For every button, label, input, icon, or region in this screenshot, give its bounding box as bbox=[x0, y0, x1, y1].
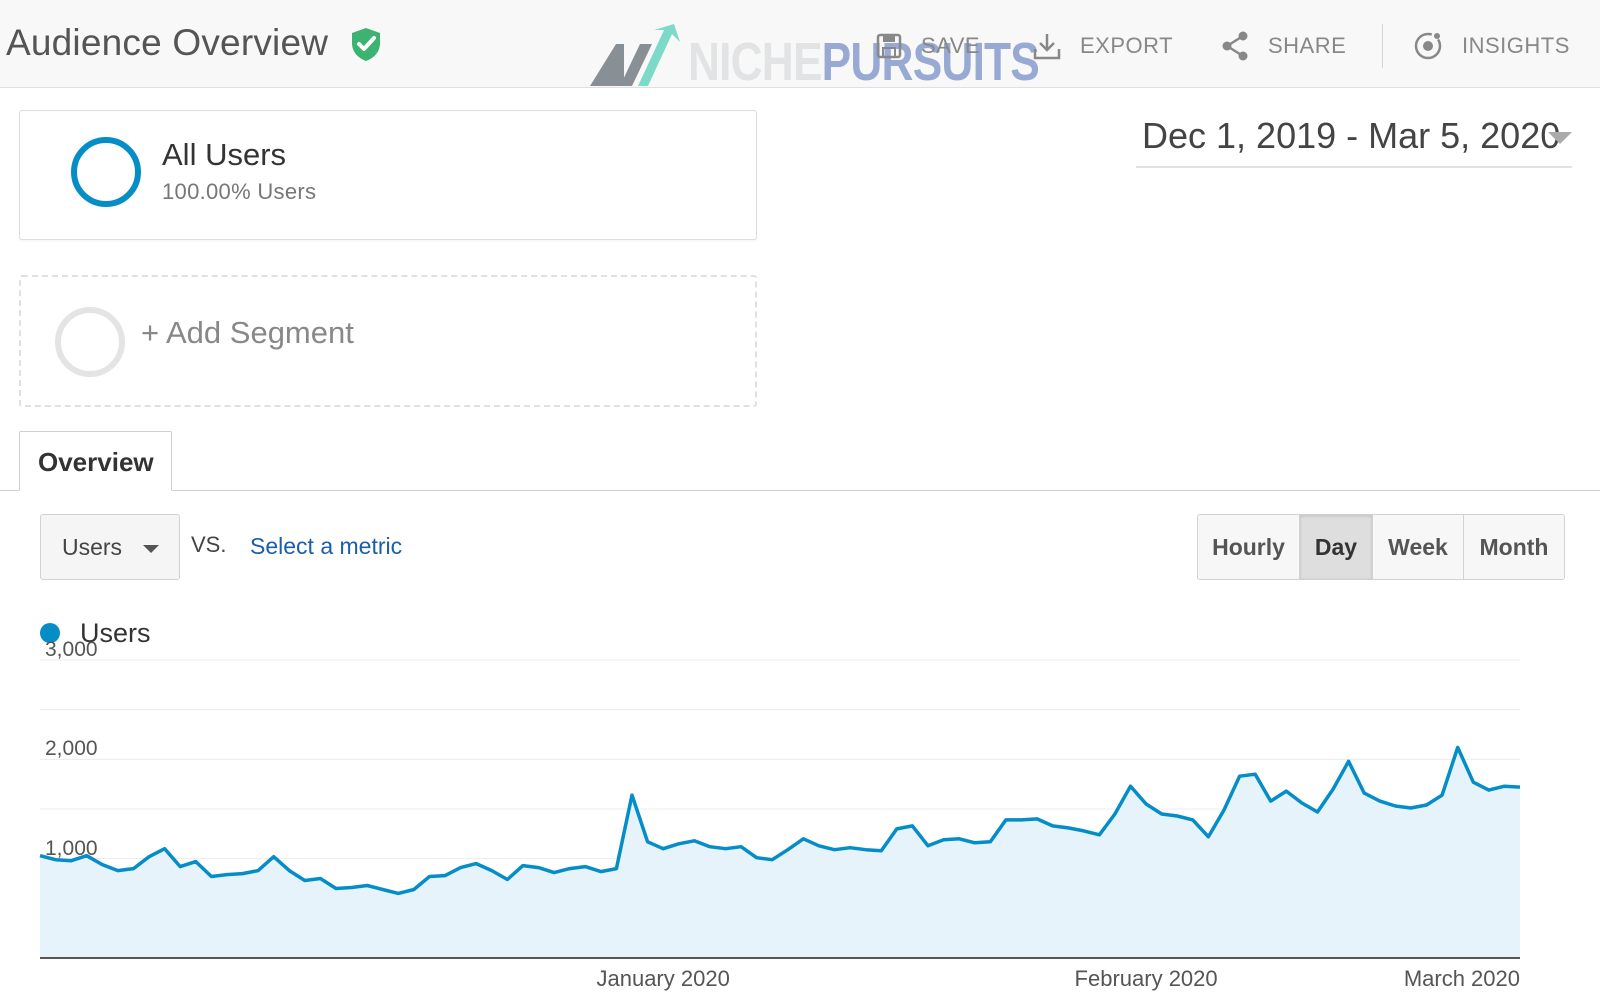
watermark-mark-icon bbox=[590, 24, 680, 86]
save-button[interactable]: SAVE bbox=[875, 26, 980, 66]
segment-name: All Users bbox=[162, 137, 287, 172]
insights-label: INSIGHTS bbox=[1462, 33, 1570, 58]
add-segment-label: + Add Segment bbox=[141, 315, 354, 350]
download-icon bbox=[1033, 34, 1061, 60]
y-tick-label: 1,000 bbox=[45, 836, 98, 860]
week-button[interactable]: Week bbox=[1373, 515, 1464, 579]
users-area-fill bbox=[40, 747, 1520, 958]
tab-overview-label: Overview bbox=[38, 447, 154, 477]
chart-legend: Users bbox=[40, 616, 151, 650]
vs-label: VS. bbox=[191, 532, 227, 557]
day-button[interactable]: Day bbox=[1300, 515, 1373, 579]
legend-users-label: Users bbox=[80, 617, 151, 648]
page-title: Audience Overview bbox=[6, 22, 329, 63]
verified-shield-icon bbox=[352, 28, 380, 61]
granularity-toggle: Hourly Day Week Month bbox=[1197, 514, 1565, 580]
hourly-button[interactable]: Hourly bbox=[1198, 515, 1300, 579]
date-range-label: Dec 1, 2019 - Mar 5, 2020 bbox=[1142, 115, 1561, 156]
export-label: EXPORT bbox=[1080, 33, 1174, 58]
select-metric-link[interactable]: Select a metric bbox=[250, 533, 403, 559]
empty-segment-ring-icon bbox=[55, 307, 125, 377]
month-button[interactable]: Month bbox=[1464, 515, 1564, 579]
date-range-picker[interactable]: Dec 1, 2019 - Mar 5, 2020 bbox=[1136, 112, 1572, 168]
x-tick-label: January 2020 bbox=[596, 966, 730, 991]
share-button[interactable]: SHARE bbox=[1220, 26, 1346, 66]
report-header: Audience Overview NICHEPURSUITS SAVE EXP… bbox=[0, 0, 1600, 92]
share-icon bbox=[1222, 31, 1248, 61]
save-icon bbox=[876, 33, 902, 59]
share-label: SHARE bbox=[1268, 33, 1347, 58]
tab-overview[interactable]: Overview bbox=[19, 431, 172, 491]
segment-all-users[interactable]: All Users 100.00% Users bbox=[19, 110, 757, 240]
tab-bar-divider bbox=[0, 490, 1600, 491]
insights-button[interactable]: INSIGHTS bbox=[1412, 26, 1570, 66]
x-tick-label: February 2020 bbox=[1074, 966, 1218, 991]
chevron-down-icon bbox=[1548, 132, 1572, 144]
y-tick-label: 2,000 bbox=[45, 737, 98, 761]
legend-users-dot bbox=[40, 623, 60, 643]
segment-subtitle: 100.00% Users bbox=[162, 179, 317, 204]
users-line-chart bbox=[39, 659, 1521, 959]
save-label: SAVE bbox=[921, 33, 981, 58]
metric-dropdown[interactable]: Users bbox=[40, 514, 180, 580]
segment-ring-icon bbox=[71, 137, 141, 207]
header-divider bbox=[1382, 24, 1383, 68]
x-tick-label: March 2020 bbox=[1403, 966, 1520, 991]
watermark-text: NICHEPURSUITS bbox=[688, 32, 1040, 92]
y-tick-label: 3,000 bbox=[45, 638, 98, 661]
insights-icon bbox=[1414, 32, 1442, 60]
export-button[interactable]: EXPORT bbox=[1032, 26, 1173, 66]
dropdown-caret-icon bbox=[143, 545, 159, 553]
metric-dropdown-value: Users bbox=[62, 534, 123, 560]
add-segment-button[interactable]: + Add Segment bbox=[19, 275, 757, 407]
users-series-line bbox=[39, 745, 1521, 896]
